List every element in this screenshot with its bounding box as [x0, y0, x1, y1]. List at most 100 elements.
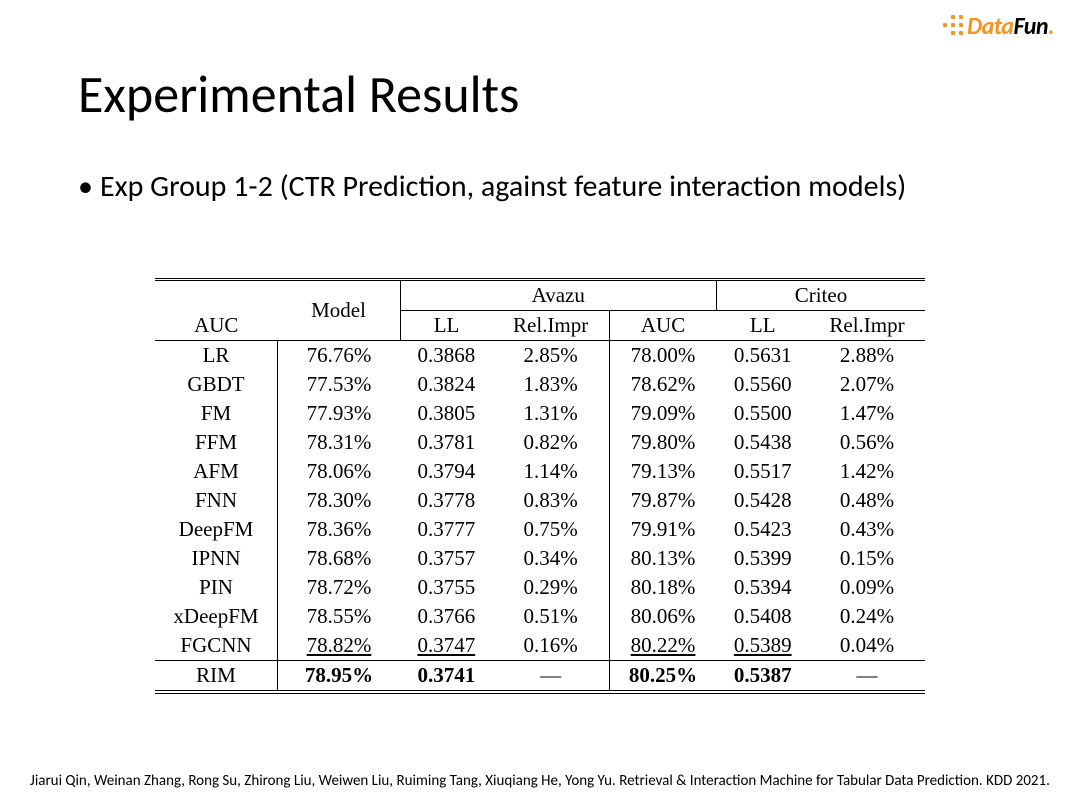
- cell-model: LR: [155, 341, 278, 371]
- header-metric: LL: [400, 311, 493, 341]
- bullet-text: Exp Group 1-2 (CTR Prediction, against f…: [100, 168, 906, 205]
- header-dataset-1: Criteo: [716, 281, 925, 311]
- cell-value: 78.95%: [278, 661, 401, 691]
- logo-dots-icon: [943, 15, 965, 37]
- cell-value: 0.09%: [809, 573, 925, 602]
- cell-value: 79.09%: [609, 399, 716, 428]
- cell-value: 78.06%: [278, 457, 401, 486]
- cell-model: FFM: [155, 428, 278, 457]
- cell-value: 0.75%: [493, 515, 610, 544]
- table-row: IPNN78.68%0.37570.34%80.13%0.53990.15%: [155, 544, 925, 573]
- cell-value: 0.5631: [716, 341, 809, 371]
- cell-value: 0.5399: [716, 544, 809, 573]
- cell-value: 2.07%: [809, 370, 925, 399]
- cell-value: 78.31%: [278, 428, 401, 457]
- header-metric: Rel.Impr: [493, 311, 610, 341]
- cell-value: 77.93%: [278, 399, 401, 428]
- cell-value: 1.83%: [493, 370, 610, 399]
- cell-value: 79.80%: [609, 428, 716, 457]
- cell-model: FGCNN: [155, 631, 278, 661]
- table-row: GBDT77.53%0.38241.83%78.62%0.55602.07%: [155, 370, 925, 399]
- table-row: FNN78.30%0.37780.83%79.87%0.54280.48%: [155, 486, 925, 515]
- cell-model: FNN: [155, 486, 278, 515]
- cell-value: 0.3766: [400, 602, 493, 631]
- cell-value: 0.04%: [809, 631, 925, 661]
- cell-model: DeepFM: [155, 515, 278, 544]
- header-dataset-0: Avazu: [400, 281, 716, 311]
- cell-value: 0.15%: [809, 544, 925, 573]
- cell-model: PIN: [155, 573, 278, 602]
- cell-value: 1.47%: [809, 399, 925, 428]
- cell-value: 0.48%: [809, 486, 925, 515]
- cell-model: GBDT: [155, 370, 278, 399]
- cell-value: 0.3824: [400, 370, 493, 399]
- logo-dot: .: [1048, 12, 1054, 41]
- header-metric: LL: [716, 311, 809, 341]
- cell-value: 79.91%: [609, 515, 716, 544]
- logo-text-2: Fun: [1013, 12, 1048, 41]
- cell-value: 0.3805: [400, 399, 493, 428]
- table-row: AFM78.06%0.37941.14%79.13%0.55171.42%: [155, 457, 925, 486]
- cell-value: 80.06%: [609, 602, 716, 631]
- cell-value: 1.42%: [809, 457, 925, 486]
- cell-value: 76.76%: [278, 341, 401, 371]
- cell-value: —: [809, 661, 925, 691]
- cell-value: 80.13%: [609, 544, 716, 573]
- cell-model: FM: [155, 399, 278, 428]
- citation-text: Jiarui Qin, Weinan Zhang, Rong Su, Zhiro…: [0, 772, 1080, 790]
- logo: DataFun.: [943, 12, 1054, 41]
- cell-value: 0.43%: [809, 515, 925, 544]
- cell-model: xDeepFM: [155, 602, 278, 631]
- cell-value: 0.3757: [400, 544, 493, 573]
- cell-value: 80.25%: [609, 661, 716, 691]
- cell-value: 0.5408: [716, 602, 809, 631]
- header-metric: AUC: [609, 311, 716, 341]
- cell-value: 78.82%: [278, 631, 401, 661]
- cell-value: 79.13%: [609, 457, 716, 486]
- cell-value: 0.3755: [400, 573, 493, 602]
- header-metric: Rel.Impr: [809, 311, 925, 341]
- cell-value: 0.5387: [716, 661, 809, 691]
- cell-value: 0.5500: [716, 399, 809, 428]
- cell-value: 0.56%: [809, 428, 925, 457]
- cell-value: 78.00%: [609, 341, 716, 371]
- bullet-item: • Exp Group 1-2 (CTR Prediction, against…: [100, 168, 1000, 206]
- cell-value: 78.68%: [278, 544, 401, 573]
- cell-value: 0.3781: [400, 428, 493, 457]
- cell-value: 0.82%: [493, 428, 610, 457]
- cell-model: IPNN: [155, 544, 278, 573]
- cell-value: 78.30%: [278, 486, 401, 515]
- cell-value: 0.3747: [400, 631, 493, 661]
- bullet-dot-icon: •: [78, 168, 93, 206]
- cell-value: 1.14%: [493, 457, 610, 486]
- cell-value: 79.87%: [609, 486, 716, 515]
- cell-value: 80.22%: [609, 631, 716, 661]
- cell-value: 1.31%: [493, 399, 610, 428]
- cell-value: 0.5517: [716, 457, 809, 486]
- page-title: Experimental Results: [78, 62, 519, 126]
- table-row: xDeepFM78.55%0.37660.51%80.06%0.54080.24…: [155, 602, 925, 631]
- results-table: Model Avazu Criteo AUC LL Rel.Impr AUC L…: [155, 280, 925, 691]
- cell-value: 0.34%: [493, 544, 610, 573]
- cell-value: 80.18%: [609, 573, 716, 602]
- cell-value: 2.88%: [809, 341, 925, 371]
- cell-value: 0.24%: [809, 602, 925, 631]
- header-metric: AUC: [155, 311, 278, 341]
- cell-value: 0.5394: [716, 573, 809, 602]
- cell-value: 0.3868: [400, 341, 493, 371]
- cell-value: 0.3778: [400, 486, 493, 515]
- table-row: PIN78.72%0.37550.29%80.18%0.53940.09%: [155, 573, 925, 602]
- table-row: FFM78.31%0.37810.82%79.80%0.54380.56%: [155, 428, 925, 457]
- cell-value: 0.29%: [493, 573, 610, 602]
- cell-value: 0.5560: [716, 370, 809, 399]
- table-row: FGCNN78.82%0.37470.16%80.22%0.53890.04%: [155, 631, 925, 661]
- cell-value: 0.83%: [493, 486, 610, 515]
- table-row: FM77.93%0.38051.31%79.09%0.55001.47%: [155, 399, 925, 428]
- cell-model: RIM: [155, 661, 278, 691]
- cell-value: 2.85%: [493, 341, 610, 371]
- cell-value: 0.3741: [400, 661, 493, 691]
- cell-value: 0.5389: [716, 631, 809, 661]
- cell-value: 0.51%: [493, 602, 610, 631]
- cell-value: 0.16%: [493, 631, 610, 661]
- table-row: DeepFM78.36%0.37770.75%79.91%0.54230.43%: [155, 515, 925, 544]
